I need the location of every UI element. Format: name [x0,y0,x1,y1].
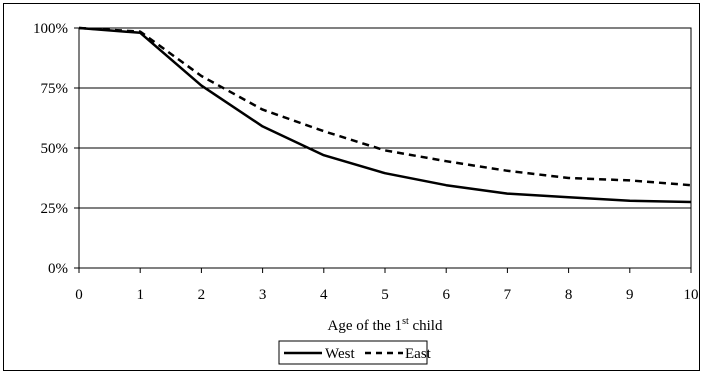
x-tick-label-4: 4 [320,287,328,303]
y-tick-label-3: 75% [41,81,69,97]
x-tick-label-3: 3 [259,287,267,303]
x-axis-title-end: child [409,318,443,334]
chart-frame [3,3,700,371]
y-axis-ticks: 0% 25% 50% 75% 100% [33,21,79,277]
x-tick-label-7: 7 [504,287,512,303]
x-tick-label-0: 0 [75,287,83,303]
legend-label-west: West [325,346,355,362]
x-axis-title-main: Age of the 1 [328,318,403,334]
series-lines [78,26,692,204]
gridlines [79,87,691,209]
x-tick-label-8: 8 [565,287,573,303]
x-axis-title: Age of the 1st child [328,316,443,334]
series-line-east [78,26,692,187]
x-tick-label-6: 6 [442,287,450,303]
legend: West East [278,340,432,365]
y-tick-label-0: 0% [48,261,68,277]
x-tick-label-1: 1 [136,287,144,303]
y-tick-label-4: 100% [33,21,68,37]
x-axis-title-sup: st [402,316,409,327]
x-tick-label-9: 9 [626,287,634,303]
legend-box [278,340,428,365]
series-line-west [78,26,692,204]
x-tick-label-5: 5 [381,287,389,303]
y-tick-label-1: 25% [41,201,69,217]
y-tick-label-2: 50% [41,141,69,157]
x-tick-label-10: 10 [684,287,699,303]
x-axis-ticks: 0 1 2 3 4 5 6 7 8 9 10 [75,268,699,303]
legend-label-east: East [405,346,432,362]
x-tick-label-2: 2 [198,287,206,303]
